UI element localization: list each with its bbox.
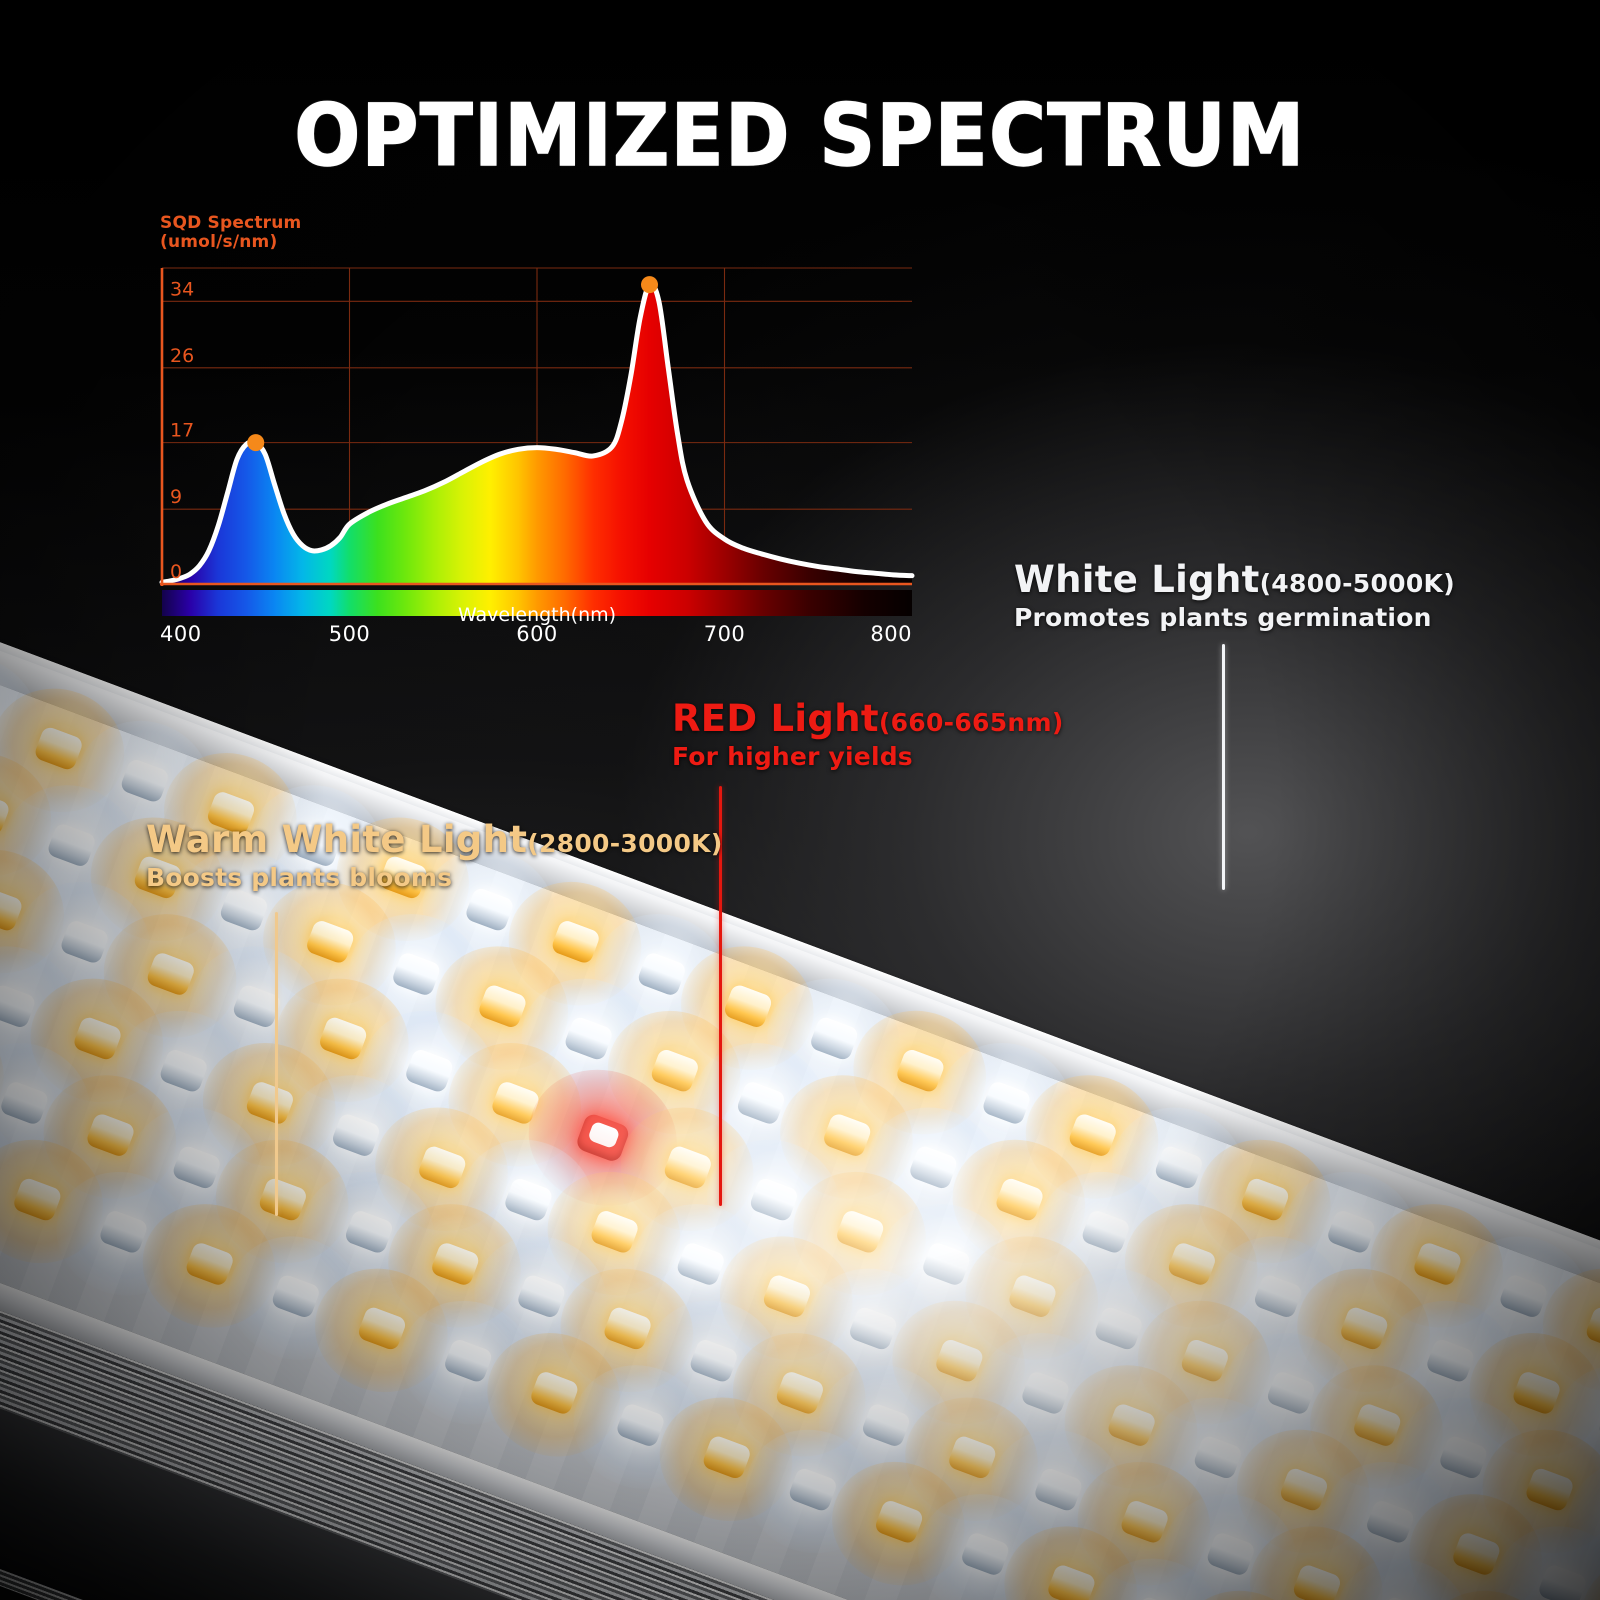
warm-white-spec: (2800-3000K) xyxy=(527,829,723,858)
annotation-white-light: White Light(4800-5000K) Promotes plants … xyxy=(1014,558,1455,632)
svg-text:9: 9 xyxy=(170,486,182,508)
page-title: OPTIMIZED SPECTRUM xyxy=(294,85,1306,187)
chart-x-tick: 700 xyxy=(703,622,746,646)
svg-text:26: 26 xyxy=(170,345,194,367)
chart-x-axis-title: Wavelength(nm) xyxy=(457,604,617,626)
white-light-description: Promotes plants germination xyxy=(1014,603,1432,632)
white-light-spec: (4800-5000K) xyxy=(1259,569,1455,598)
callout-line-red-light xyxy=(719,786,722,1206)
spectrum-chart: SQD Spectrum (umol/s/nm) 34 26 17 9 0 Wavele… xyxy=(152,213,922,646)
red-light-spec: (660-665nm) xyxy=(878,708,1064,737)
warm-white-name: Warm White Light xyxy=(146,818,528,861)
callout-line-warm-white-light xyxy=(275,912,278,1216)
svg-text:34: 34 xyxy=(170,278,194,300)
spectrum-curve-svg: 34 26 17 9 0 xyxy=(159,267,915,616)
svg-text:17: 17 xyxy=(170,420,194,442)
annotation-red-light: RED Light(660-665nm) For higher yields xyxy=(672,697,1064,771)
warm-white-description: Boosts plants blooms xyxy=(146,863,453,892)
annotation-warm-white-light: Warm White Light(2800-3000K) Boosts plan… xyxy=(146,818,723,892)
red-light-heading: RED Light(660-665nm) xyxy=(672,697,1064,740)
svg-text:0: 0 xyxy=(170,561,182,583)
chart-x-tick: 400 xyxy=(160,622,202,646)
callout-line-white-light xyxy=(1222,644,1225,890)
chart-x-tick: 500 xyxy=(328,622,371,646)
chart-plot-area: 34 26 17 9 0 xyxy=(152,254,922,634)
chart-y-axis-title: SQD Spectrum (umol/s/nm) xyxy=(160,213,302,252)
red-light-name: RED Light xyxy=(672,697,879,740)
white-light-heading: White Light(4800-5000K) xyxy=(1014,558,1455,601)
red-light-description: For higher yields xyxy=(672,742,913,771)
chart-x-tick: 600 xyxy=(516,622,558,646)
white-light-name: White Light xyxy=(1014,558,1260,601)
chart-x-tick: 800 xyxy=(870,622,912,646)
warm-white-heading: Warm White Light(2800-3000K) xyxy=(146,818,723,861)
